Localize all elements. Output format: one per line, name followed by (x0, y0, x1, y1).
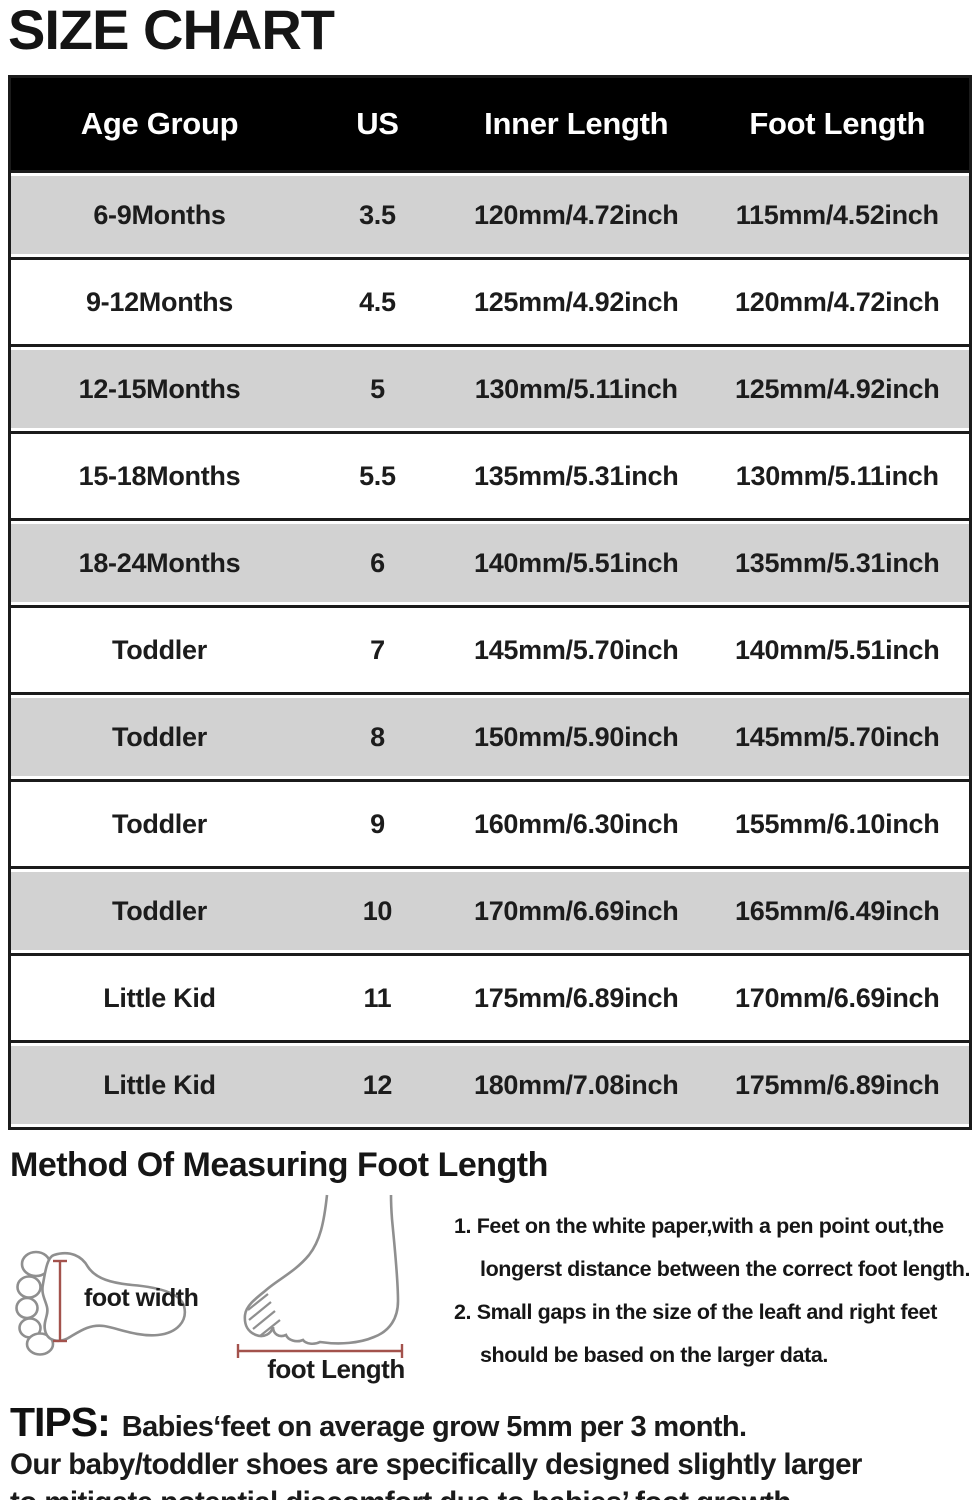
instruction-1-line-1: 1. Feet on the white paper,with a pen po… (454, 1214, 944, 1238)
cell-inner: 135mm/5.31inch (473, 460, 679, 491)
measuring-instructions: 1. Feet on the white paper,with a pen po… (440, 1189, 980, 1389)
cell-inner: 145mm/5.70inch (473, 634, 679, 665)
cell-age: Little Kid (103, 982, 216, 1013)
cell-age: Toddler (112, 808, 207, 839)
cell-foot: 135mm/5.31inch (735, 547, 940, 578)
cell-inner: 125mm/4.92inch (473, 286, 679, 317)
cell-us: 6 (370, 547, 385, 578)
cell-us: 5 (370, 373, 385, 404)
cell-foot: 130mm/5.11inch (735, 460, 939, 491)
cell-inner: 150mm/5.90inch (473, 721, 679, 752)
foot-side-icon (236, 1194, 404, 1358)
cell-age: 15-18Months (78, 460, 241, 491)
cell-foot: 170mm/6.69inch (735, 982, 940, 1013)
foot-sole-icon (15, 1250, 187, 1356)
tips-line-3: to mitigate potential discomfort due to … (10, 1484, 980, 1500)
foot-sole-diagram: foot width (14, 1189, 232, 1389)
cell-us: 4.5 (359, 286, 396, 317)
method-heading: Method Of Measuring Foot Length (10, 1146, 548, 1184)
tips-label: TIPS: (10, 1399, 111, 1445)
cell-inner: 130mm/5.11inch (474, 373, 678, 404)
cell-us: 8 (370, 721, 385, 752)
foot-side-diagram: foot Length (232, 1189, 440, 1389)
tips-section: TIPS: Babies‘feet on average grow 5mm pe… (10, 1399, 980, 1500)
tips-line-1: Babies‘feet on average grow 5mm per 3 mo… (121, 1411, 747, 1443)
cell-age: Toddler (112, 895, 207, 926)
table-row: Little Kid 12 180mm/7.08inch 175mm/6.89inch (11, 1040, 969, 1127)
cell-age: Toddler (112, 634, 207, 665)
table-row: 15-18Months 5.5 135mm/5.31inch 130mm/5.11in… (11, 431, 969, 518)
table-row: Toddler 9 160mm/6.30inch 155mm/6.10inch (11, 779, 969, 866)
cell-inner: 120mm/4.72inch (473, 199, 679, 230)
table-row: 18-24Months 6 140mm/5.51inch 135mm/5.31inch (11, 518, 969, 605)
cell-us: 10 (362, 895, 393, 926)
cell-us: 5.5 (359, 460, 396, 491)
measure-section: foot width foot Length 1. Feet on the wh… (14, 1189, 980, 1389)
cell-inner: 160mm/6.30inch (473, 808, 679, 839)
cell-us: 11 (363, 982, 392, 1013)
page-title: SIZE CHART (8, 0, 335, 61)
cell-foot: 120mm/4.72inch (735, 286, 940, 317)
foot-width-label: foot width (84, 1284, 199, 1312)
table-header-row: Age Group US Inner Length Foot Length (11, 78, 969, 170)
cell-age: 12-15Months (78, 373, 241, 404)
cell-age: 6-9Months (93, 199, 226, 230)
cell-foot: 165mm/6.49inch (735, 895, 940, 926)
tips-line-2: Our baby/toddler shoes are specifically … (10, 1448, 862, 1481)
header-cell-age-group: Age Group (80, 106, 239, 141)
cell-age: Toddler (112, 721, 207, 752)
cell-inner: 175mm/6.89inch (473, 982, 679, 1013)
header-cell-us: US (356, 106, 399, 141)
table-row: Little Kid 11 175mm/6.89inch 170mm/6.69inch (11, 953, 969, 1040)
cell-us: 12 (362, 1069, 393, 1100)
cell-inner: 180mm/7.08inch (473, 1069, 679, 1100)
table-row: 12-15Months 5 130mm/5.11inch 125mm/4.92inch (11, 344, 969, 431)
cell-us: 9 (370, 808, 385, 839)
cell-foot: 175mm/6.89inch (735, 1069, 940, 1100)
table-row: Toddler 7 145mm/5.70inch 140mm/5.51inch (11, 605, 969, 692)
cell-age: Little Kid (103, 1069, 216, 1100)
cell-us: 7 (370, 634, 385, 665)
cell-foot: 140mm/5.51inch (735, 634, 940, 665)
table-row: Toddler 8 150mm/5.90inch 145mm/5.70inch (11, 692, 969, 779)
size-table-body: 6-9Months 3.5 120mm/4.72inch 115mm/4.52inch… (11, 170, 969, 1127)
instruction-2-line-2: should be based on the larger data. (480, 1343, 828, 1367)
cell-foot: 145mm/5.70inch (735, 721, 940, 752)
cell-foot: 155mm/6.10inch (735, 808, 940, 839)
cell-foot: 115mm/4.52inch (735, 199, 939, 230)
header-cell-foot-length: Foot Length (749, 106, 926, 141)
header-cell-inner-length: Inner Length (484, 106, 669, 141)
size-table: Age Group US Inner Length Foot Length 6-… (8, 75, 972, 1130)
cell-inner: 140mm/5.51inch (473, 547, 679, 578)
instruction-2-line-1: 2. Small gaps in the size of the leaft a… (454, 1300, 937, 1324)
table-row: Toddler 10 170mm/6.69inch 165mm/6.49inch (11, 866, 969, 953)
cell-age: 9-12Months (85, 286, 233, 317)
cell-us: 3.5 (359, 199, 396, 230)
table-row: 9-12Months 4.5 125mm/4.92inch 120mm/4.72inc… (11, 257, 969, 344)
cell-age: 18-24Months (78, 547, 241, 578)
foot-length-label: foot Length (267, 1354, 405, 1384)
table-row: 6-9Months 3.5 120mm/4.72inch 115mm/4.52inch (11, 170, 969, 257)
instruction-1-line-2: longerst distance between the correct fo… (480, 1257, 971, 1281)
cell-inner: 170mm/6.69inch (473, 895, 679, 926)
cell-foot: 125mm/4.92inch (735, 373, 940, 404)
